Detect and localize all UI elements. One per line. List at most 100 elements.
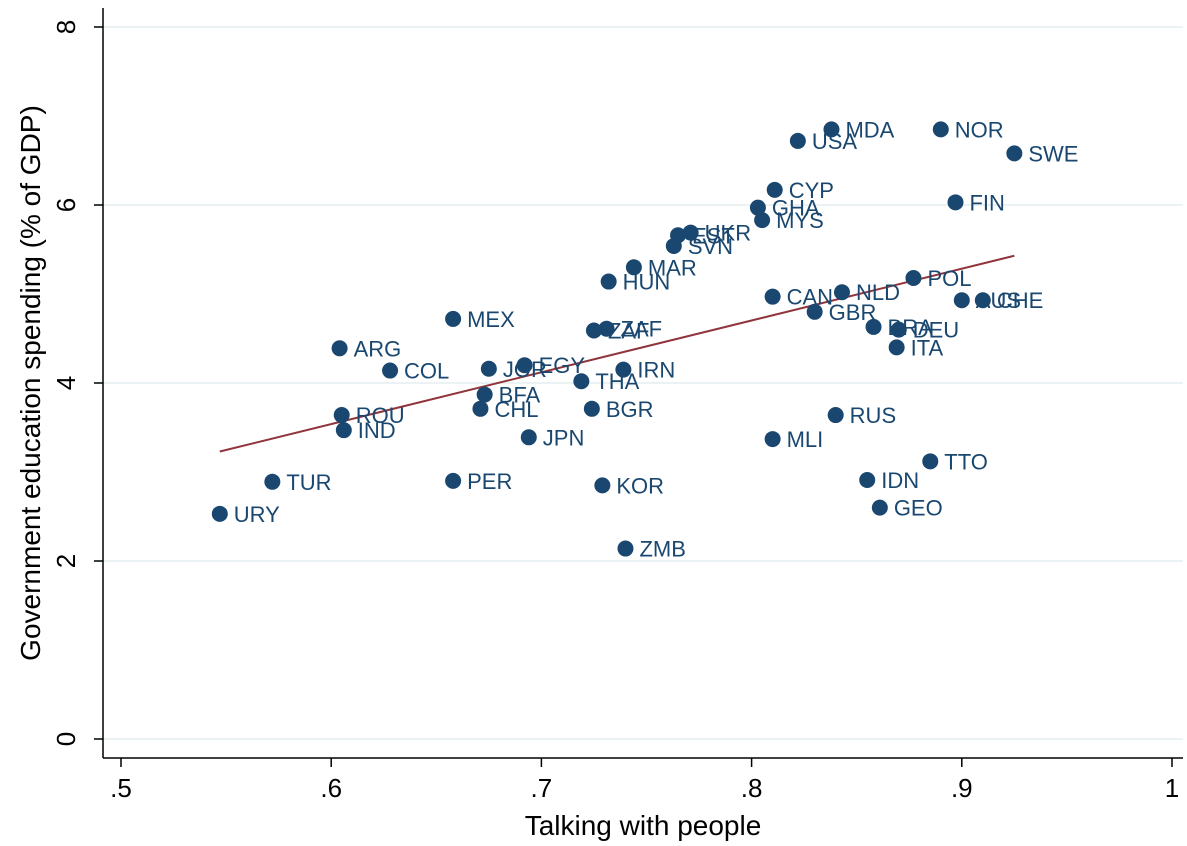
- point-label: NLD: [856, 280, 900, 305]
- data-point: [754, 212, 771, 229]
- point-label: URY: [234, 502, 280, 527]
- y-tick-label: 8: [51, 20, 81, 34]
- fit-line: [219, 254, 1015, 453]
- y-tick-label: 2: [51, 554, 81, 568]
- x-axis-title: Talking with people: [525, 810, 762, 841]
- point-label: EGY: [539, 353, 586, 378]
- data-point: [331, 340, 348, 357]
- data-point: [617, 540, 634, 557]
- point-label: EST: [692, 223, 735, 248]
- point-label: CHL: [494, 397, 538, 422]
- data-point: [583, 400, 600, 417]
- point-label: CYP: [789, 178, 834, 203]
- x-tick-label: .7: [531, 773, 553, 803]
- point-label: COL: [404, 359, 449, 384]
- data-point: [888, 339, 905, 356]
- point-label: UKR: [705, 221, 751, 246]
- data-point: [953, 292, 970, 309]
- x-tick-label: .5: [110, 773, 132, 803]
- point-label: IRN: [637, 358, 675, 383]
- point-label: PER: [467, 469, 512, 494]
- point-label: GBR: [829, 300, 877, 325]
- point-label: ARG: [354, 336, 402, 361]
- data-point: [827, 407, 844, 424]
- data-point: [905, 269, 922, 286]
- x-tick-label: 1: [1165, 773, 1179, 803]
- point-label: JPN: [543, 425, 585, 450]
- data-point: [922, 453, 939, 470]
- x-tick-label: .9: [951, 773, 973, 803]
- data-point: [1006, 145, 1023, 162]
- data-point: [211, 505, 228, 522]
- data-point: [947, 194, 964, 211]
- data-point: [865, 318, 882, 335]
- data-point: [476, 386, 493, 403]
- point-label: KOR: [616, 473, 664, 498]
- point-label: TTO: [944, 449, 988, 474]
- point-label: POL: [927, 266, 971, 291]
- point-label: NOR: [955, 117, 1004, 142]
- data-point: [764, 288, 781, 305]
- data-point: [445, 472, 462, 489]
- point-label: CHE: [997, 288, 1043, 313]
- data-point: [472, 400, 489, 417]
- y-axis-title: Government education spending (% of GDP): [15, 105, 46, 661]
- axes: 0 2 4 6 8 .5 .6 .7 .8 .9 1: [51, 8, 1183, 803]
- y-tick-label: 0: [51, 732, 81, 746]
- data-point: [789, 132, 806, 149]
- point-label: DEU: [913, 318, 959, 343]
- point-label: SWE: [1028, 141, 1078, 166]
- data-point: [615, 361, 632, 378]
- data-point: [598, 320, 615, 337]
- data-point: [932, 121, 949, 138]
- data-point: [833, 284, 850, 301]
- point-label: BFA: [499, 383, 541, 408]
- data-point: [264, 473, 281, 490]
- data-point: [335, 422, 352, 439]
- point-label: TUR: [286, 470, 331, 495]
- data-point: [823, 121, 840, 138]
- data-point: [445, 310, 462, 327]
- point-label: MAR: [648, 255, 697, 280]
- point-label: GEO: [894, 496, 943, 521]
- x-tick-label: .8: [741, 773, 763, 803]
- data-point: [749, 199, 766, 216]
- data-point: [806, 303, 823, 320]
- data-point: [480, 360, 497, 377]
- fit-line-group: [219, 254, 1015, 453]
- data-point: [516, 357, 533, 374]
- x-tick-label: .6: [320, 773, 342, 803]
- data-point: [333, 407, 350, 424]
- data-point: [766, 181, 783, 198]
- point-label: RUS: [850, 403, 896, 428]
- data-point: [382, 362, 399, 379]
- data-point: [520, 429, 537, 446]
- data-point: [974, 292, 991, 309]
- point-label: MEX: [467, 307, 515, 332]
- point-label: IND: [358, 418, 396, 443]
- point-label: ROU: [356, 403, 405, 428]
- data-point: [764, 431, 781, 448]
- data-point: [625, 259, 642, 276]
- point-label: MLI: [787, 427, 824, 452]
- point-label: ZMB: [639, 537, 685, 562]
- point-label: IDN: [881, 468, 919, 493]
- point-label: ZAF: [608, 318, 650, 343]
- point-label: MDA: [845, 117, 894, 142]
- y-tick-label: 6: [51, 198, 81, 212]
- point-label: ITA: [911, 335, 944, 360]
- data-point: [871, 499, 888, 516]
- data-point: [585, 322, 602, 339]
- data-point: [890, 321, 907, 338]
- point-label: ZAF: [621, 317, 663, 342]
- data-point: [600, 273, 617, 290]
- point-label: FIN: [969, 190, 1004, 215]
- point-label: GHA: [772, 196, 820, 221]
- data-point: [670, 227, 687, 244]
- point-label: MYS: [776, 208, 824, 233]
- data-point: [682, 224, 699, 241]
- data-point: [573, 373, 590, 390]
- y-tick-label: 4: [51, 376, 81, 390]
- gridlines: [103, 26, 1183, 740]
